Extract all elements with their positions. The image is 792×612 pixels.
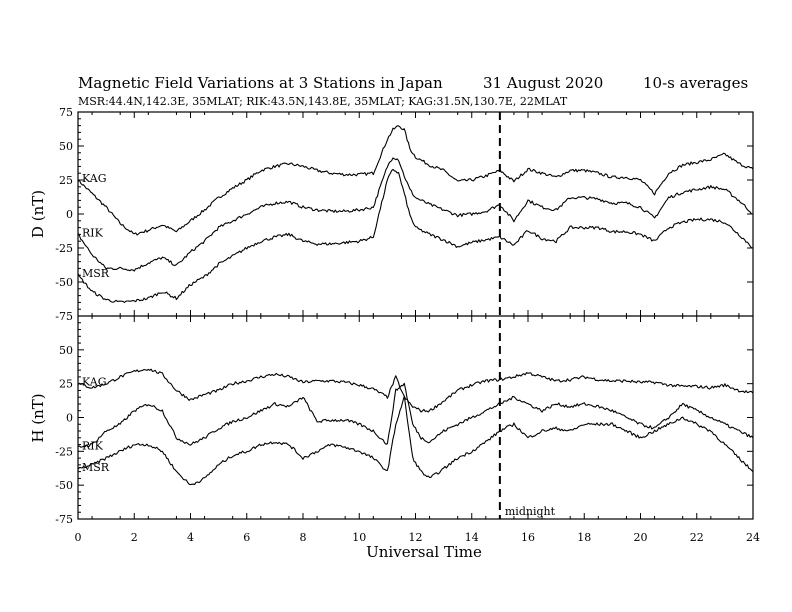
x-tick-label-24: 24 — [746, 531, 760, 544]
x-tick-label-8: 8 — [300, 531, 307, 544]
chart-title: Magnetic Field Variations at 3 Stations … — [78, 74, 443, 92]
y-tick-label-D--25: -25 — [55, 242, 73, 255]
x-tick-label-6: 6 — [243, 531, 250, 544]
stations-line: MSR:44.4N,142.3E, 35MLAT; RIK:43.5N,143.… — [78, 95, 568, 108]
y-tick-label-H-25: 25 — [59, 378, 73, 391]
series-line-D-kag — [77, 125, 754, 236]
x-tick-label-4: 4 — [187, 531, 194, 544]
x-tick-label-10: 10 — [352, 531, 366, 544]
station-label-D-rik: RIK — [82, 226, 104, 239]
station-label-H-msr: MSR — [82, 461, 110, 474]
y-tick-label-H-0: 0 — [66, 412, 73, 425]
y-tick-label-D--75: -75 — [55, 310, 73, 323]
x-tick-label-12: 12 — [409, 531, 423, 544]
series-line-H-kag — [77, 368, 754, 413]
series-line-D-rik — [77, 157, 753, 272]
labels-layer: KAG RIK MSR KAG RIK MSR — [82, 172, 110, 474]
x-tick-label-18: 18 — [577, 531, 591, 544]
series-line-H-msr — [77, 395, 754, 486]
series-line-H-rik — [77, 382, 754, 448]
lines-layer — [77, 125, 754, 486]
x-tick-label-16: 16 — [521, 531, 535, 544]
h-panel-ylabel: H (nT) — [29, 393, 47, 442]
y-tick-label-D--50: -50 — [55, 276, 73, 289]
station-label-H-rik: RIK — [82, 439, 104, 452]
y-tick-label-D-0: 0 — [66, 208, 73, 221]
station-label-D-kag: KAG — [82, 172, 107, 185]
x-tick-label-22: 22 — [690, 531, 704, 544]
midnight-label: midnight — [505, 505, 556, 518]
y-tick-label-D-25: 25 — [59, 174, 73, 187]
y-tick-label-H--75: -75 — [55, 513, 73, 526]
station-label-H-kag: KAG — [82, 376, 107, 389]
x-tick-label-2: 2 — [131, 531, 138, 544]
station-label-D-msr: MSR — [82, 267, 110, 280]
y-tick-label-H-50: 50 — [59, 344, 73, 357]
averaging-label: 10-s averages — [643, 74, 748, 92]
y-tick-label-D-75: 75 — [59, 106, 73, 119]
x-tick-label-20: 20 — [634, 531, 648, 544]
x-tick-label-0: 0 — [75, 531, 82, 544]
y-tick-label-H--25: -25 — [55, 445, 73, 458]
x-tick-label-14: 14 — [465, 531, 479, 544]
series-line-D-msr — [77, 168, 754, 304]
y-tick-label-H--50: -50 — [55, 479, 73, 492]
d-panel-ylabel: D (nT) — [29, 190, 47, 238]
x-axis-label: Universal Time — [366, 543, 482, 561]
y-tick-label-D-50: 50 — [59, 140, 73, 153]
chart-date: 31 August 2020 — [483, 74, 603, 92]
